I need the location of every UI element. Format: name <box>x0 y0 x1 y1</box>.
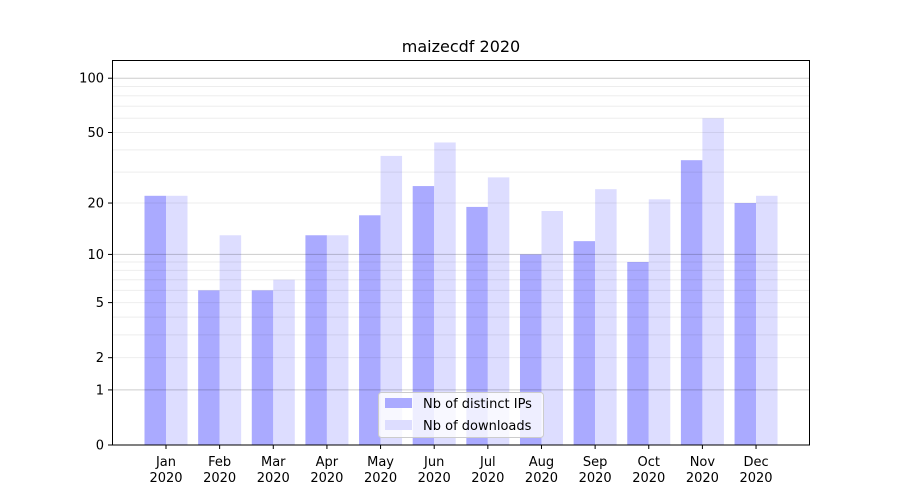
bar-downloads <box>756 195 778 445</box>
bar-distinct-ips <box>466 206 488 445</box>
bar-distinct-ips <box>412 186 435 445</box>
x-tick-label: 2020 <box>310 471 343 486</box>
x-tick-label: May <box>367 455 394 470</box>
chart-title: maizecdf 2020 <box>402 37 520 56</box>
x-tick-label: Jan <box>155 455 176 470</box>
x-tick-label: 2020 <box>418 471 451 486</box>
bar-distinct-ips <box>305 235 327 445</box>
bar-downloads <box>648 199 671 445</box>
y-tick-label: 1 <box>96 383 104 398</box>
bar-downloads <box>702 118 724 445</box>
x-tick-label: 2020 <box>364 471 397 486</box>
x-tick-label: 2020 <box>525 471 558 486</box>
bar-downloads <box>166 195 188 445</box>
x-tick-label: 2020 <box>257 471 290 486</box>
legend: Nb of distinct IPs Nb of downloads <box>378 392 544 438</box>
bar-distinct-ips <box>359 215 381 445</box>
x-axis: Jan2020Feb2020Mar2020Apr2020May2020Jun20… <box>149 445 773 486</box>
y-tick-label: 2 <box>96 351 104 366</box>
bar-distinct-ips <box>627 262 649 445</box>
y-tick-label: 50 <box>87 126 104 141</box>
x-tick-label: Jun <box>423 455 444 470</box>
x-tick-label: 2020 <box>686 471 719 486</box>
bar-downloads <box>595 189 617 445</box>
x-tick-label: Jul <box>479 455 496 470</box>
bar-downloads <box>380 155 403 445</box>
bar-downloads <box>326 235 349 445</box>
bar-distinct-ips <box>251 290 274 445</box>
y-tick-label: 20 <box>87 197 104 212</box>
y-tick-label: 0 <box>96 439 104 454</box>
x-tick-label: Mar <box>261 455 286 470</box>
y-tick-label: 5 <box>96 296 104 311</box>
x-tick-label: 2020 <box>739 471 772 486</box>
legend-swatch-ips <box>385 398 412 408</box>
bar-distinct-ips <box>144 195 166 445</box>
x-tick-label: Nov <box>690 455 716 470</box>
grid-overlay <box>113 77 809 391</box>
bar-distinct-ips <box>198 290 220 445</box>
bar-downloads <box>273 279 295 445</box>
bar-distinct-ips <box>734 203 757 445</box>
x-tick-label: 2020 <box>471 471 504 486</box>
legend-swatch-downloads <box>385 420 412 430</box>
legend-label-downloads: Nb of downloads <box>423 419 532 434</box>
y-axis: 0 1 2 5 10 20 50 100 <box>79 72 112 454</box>
x-tick-label: 2020 <box>579 471 612 486</box>
x-tick-label: 2020 <box>149 471 182 486</box>
x-tick-label: 2020 <box>632 471 665 486</box>
bar-downloads <box>219 235 242 445</box>
x-tick-label: Aug <box>529 455 554 470</box>
y-tick-label: 10 <box>87 248 104 263</box>
bar-downloads <box>541 210 563 445</box>
bar-downloads <box>434 142 456 446</box>
bar-distinct-ips <box>573 241 596 445</box>
legend-label-ips: Nb of distinct IPs <box>423 397 532 412</box>
x-tick-label: 2020 <box>203 471 236 486</box>
y-tick-label: 100 <box>79 72 104 87</box>
x-tick-label: Dec <box>743 455 768 470</box>
x-tick-label: Sep <box>583 455 608 470</box>
bar-downloads <box>487 177 510 445</box>
bar-distinct-ips <box>680 160 703 445</box>
bars <box>144 118 778 446</box>
x-tick-label: Apr <box>316 455 339 470</box>
x-tick-label: Feb <box>208 455 231 470</box>
plot-frame <box>112 60 810 446</box>
x-tick-label: Oct <box>638 455 660 470</box>
